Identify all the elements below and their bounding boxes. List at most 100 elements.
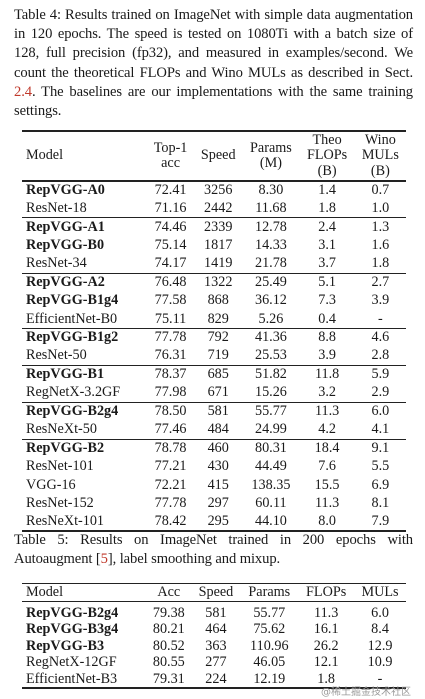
table5-row: RegNetX-12GF 80.55 277 46.05 12.1 10.9: [22, 654, 406, 671]
table4-cell-params: 25.49: [242, 272, 300, 292]
table4-row: RepVGG-B1g4 77.58 868 36.12 7.3 3.9: [22, 292, 406, 310]
table4-row: VGG-16 72.21 415 138.35 15.5 6.9: [22, 476, 406, 494]
table5-cell-model: EfficientNet-B3: [26, 670, 118, 687]
table4-cell-speed: 430: [207, 458, 229, 475]
table4-cell-speed: 2339: [194, 217, 243, 237]
table4-cell-muls: 1.3: [354, 217, 406, 237]
table4-cell-model: ResNeXt-50: [26, 421, 97, 438]
table4-cell-model: RepVGG-B1g4: [26, 292, 119, 309]
table4-cell-model: RepVGG-B1g2: [22, 327, 148, 347]
table5-cell-speed: 224: [205, 670, 227, 687]
table5: Model Acc Speed Params FLOPs MULs RepVGG-B2g4…: [22, 583, 406, 689]
table4-cell-acc: 78.78: [147, 438, 195, 458]
table4-cell-params: 44.10: [254, 513, 287, 530]
table5-caption-text: Table 5: Results on ImageNet trained in …: [14, 532, 413, 568]
table4-row: ResNet-18 71.16 2442 11.68 1.8 1.0: [22, 199, 406, 217]
table4-row: RepVGG-B1 78.37 685 51.82 11.8 5.9: [22, 364, 406, 384]
table4-header-flops: Theo FLOPs (B): [306, 131, 348, 179]
table4-row: RepVGG-A2 76.48 1322 25.49 5.1 2.7: [22, 272, 406, 292]
table4-caption-tail: . The baselines are our implementations …: [14, 83, 413, 120]
table4-cell-flops: 3.1: [318, 237, 336, 254]
table5-row: RepVGG-B3g4 80.21 464 75.62 16.1 8.4: [22, 621, 406, 638]
table4-row: RepVGG-B1g2 77.78 792 41.36 8.8 4.6: [22, 327, 406, 347]
table4-row: RepVGG-A0 72.41 3256 8.30 1.4 0.7: [22, 181, 406, 199]
table4-row: RegNetX-3.2GF 77.98 671 15.26 3.2 2.9: [22, 384, 406, 402]
table4-cell-speed: 1322: [194, 272, 243, 292]
table4-cell-muls: 1.6: [371, 237, 390, 254]
table4: Model Top-1 acc Speed Params (M) Theo FLOPs (B) W…: [22, 130, 406, 533]
table4-cell-model: RepVGG-A1: [22, 217, 148, 237]
table4-cell-speed: 295: [207, 513, 229, 530]
table4-cell-params: 12.78: [242, 217, 300, 237]
table5-cell-speed: 363: [205, 637, 227, 654]
table5-header-model: Model: [26, 584, 64, 600]
table4-cell-flops: 1.8: [318, 199, 336, 216]
table4-cell-speed: 1419: [204, 255, 233, 272]
table4-cell-model: ResNet-101: [26, 458, 94, 475]
table4-cell-acc: 77.78: [154, 495, 187, 512]
table4-cell-acc: 75.11: [154, 310, 187, 327]
table5-cell-acc: 79.38: [152, 605, 185, 621]
table4-cell-acc: 78.50: [147, 401, 195, 421]
table5-cell-acc: 80.21: [152, 621, 185, 638]
table5-cell-model: RegNetX-12GF: [26, 654, 117, 671]
table5-row: RepVGG-B2g4 79.38 581 55.77 11.3 6.0: [22, 602, 406, 621]
table5-cell-flops: 16.1: [313, 621, 339, 638]
table4-cell-acc: 77.78: [147, 327, 195, 347]
table4-cell-params: 51.82: [242, 364, 300, 384]
table4-cell-acc: 75.14: [154, 237, 187, 254]
table4-cell-flops: 7.3: [318, 292, 336, 309]
table4-cell-muls: 9.1: [354, 438, 406, 458]
watermark: @稀土掘金技术社区: [321, 687, 411, 698]
table4-cell-params: 24.99: [254, 421, 287, 438]
table4-cell-flops: 4.2: [318, 421, 336, 438]
table4-cell-speed: 685: [194, 364, 243, 384]
table4-cell-params: 11.68: [255, 199, 287, 216]
table4-cell-muls: -: [377, 310, 383, 327]
table4-row: ResNet-152 77.78 297 60.11 11.3 8.1: [22, 494, 406, 512]
table4-cell-model: RepVGG-B0: [26, 237, 105, 254]
table5-header-muls: MULs: [361, 584, 399, 600]
table4-cell-flops: 3.2: [318, 384, 336, 401]
table4-header-row: Model Top-1 acc Speed Params (M) Theo FLOPs (B) W…: [22, 131, 406, 181]
table4-cell-params: 14.33: [254, 237, 287, 254]
table4-row: ResNet-34 74.17 1419 21.78 3.7 1.8: [22, 255, 406, 273]
table4-cell-speed: 581: [194, 401, 243, 421]
table4-cell-acc: 77.46: [154, 421, 187, 438]
table4-cell-params: 8.30: [258, 182, 284, 199]
table5-cell-flops: 26.2: [313, 637, 339, 654]
table5-cell-model: RepVGG-B3: [26, 637, 105, 654]
table5-header-speed: Speed: [198, 584, 234, 600]
table4-cell-acc: 78.42: [154, 513, 187, 530]
table4-cell-muls: 0.7: [371, 182, 390, 199]
table5-cell-model: RepVGG-B3g4: [26, 621, 119, 638]
table4-row: ResNeXt-50 77.46 484 24.99 4.2 4.1: [22, 421, 406, 439]
table4-cell-acc: 76.48: [147, 272, 195, 292]
table4-cell-model: RepVGG-B2g4: [22, 401, 148, 421]
table4-cell-flops: 18.4: [299, 438, 355, 458]
table5-citation-ref[interactable]: 5: [100, 551, 108, 568]
table4-cell-speed: 719: [207, 347, 229, 364]
table4-cell-muls: 2.8: [371, 347, 390, 364]
table4-cell-model: RepVGG-A2: [22, 272, 148, 292]
table4-cell-acc: 74.46: [147, 217, 195, 237]
table4-cell-model: RegNetX-3.2GF: [26, 384, 121, 401]
table4-row: RepVGG-B0 75.14 1817 14.33 3.1 1.6: [22, 236, 406, 254]
table4-caption-text: Table 4: Results trained on ImageNet wit…: [14, 7, 413, 81]
table4-cell-params: 41.36: [242, 327, 300, 347]
table4-row: RepVGG-B2g4 78.50 581 55.77 11.3 6.0: [22, 401, 406, 421]
table5-header-acc: Acc: [157, 584, 181, 600]
table4-cell-model: ResNet-18: [26, 199, 87, 216]
table4-header-acc: Top-1 acc: [153, 139, 188, 171]
table4-cell-model: VGG-16: [26, 476, 76, 493]
table5-header-params: Params: [248, 584, 291, 600]
table4-cell-muls: 2.7: [354, 272, 406, 292]
table4-cell-muls: 5.5: [371, 458, 390, 475]
table5-cell-params: 46.05: [253, 654, 286, 671]
table5-cell-muls: 6.0: [371, 605, 389, 621]
table4-cell-params: 21.78: [254, 255, 287, 272]
table4-section-ref[interactable]: 2.4: [14, 83, 32, 100]
table5-row: EfficientNet-B3 79.31 224 12.19 1.8 -: [22, 671, 406, 688]
table4-cell-acc: 77.98: [154, 384, 187, 401]
table4-cell-speed: 415: [207, 476, 229, 493]
